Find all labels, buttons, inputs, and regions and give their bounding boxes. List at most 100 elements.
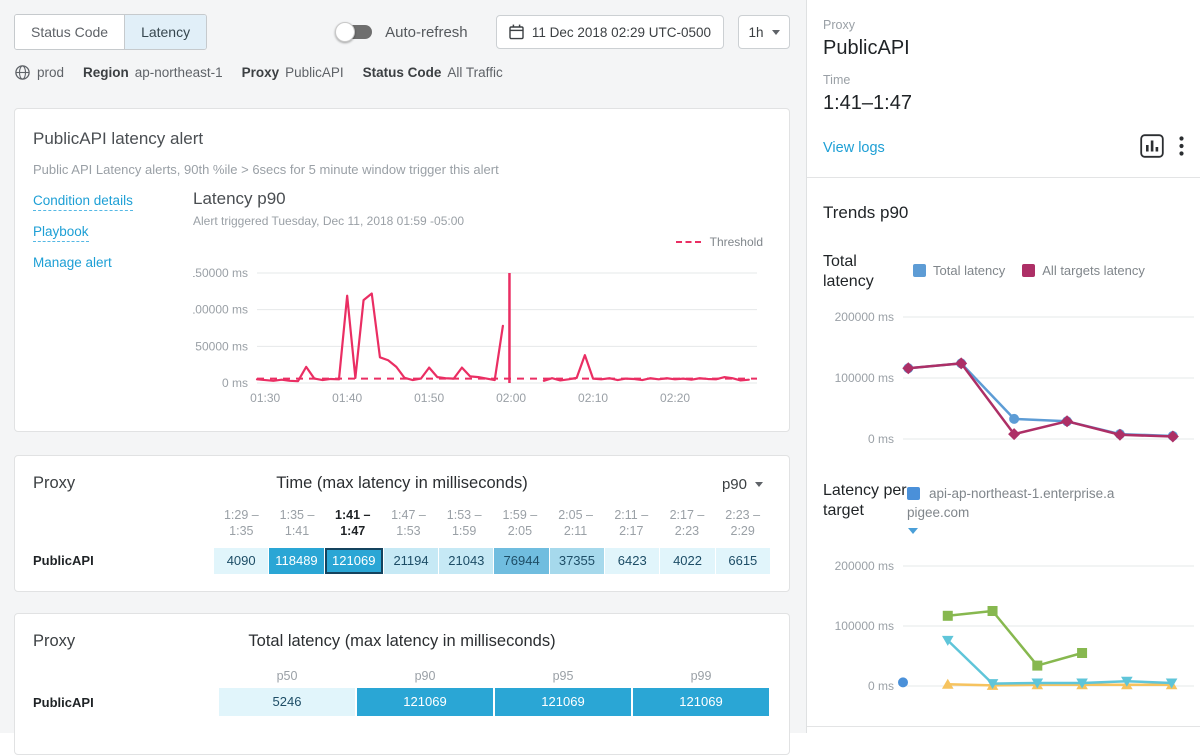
chart-view-button[interactable] <box>1140 134 1164 158</box>
breadcrumb-region-label: Region <box>83 65 129 80</box>
target-dropdown-caret[interactable] <box>908 528 918 534</box>
total-table-proxy-header: Proxy <box>33 632 76 650</box>
alert-description: Public API Latency alerts, 90th %ile > 6… <box>33 162 499 177</box>
svg-text:50000 ms: 50000 ms <box>195 339 248 353</box>
latency-heat-cell[interactable]: 37355 <box>549 548 605 574</box>
svg-text:200000 ms: 200000 ms <box>835 559 894 573</box>
time-table-title: Time (max latency in milliseconds) <box>276 474 528 492</box>
toggle-knob-icon <box>335 22 356 42</box>
time-column-header[interactable]: 1:29 –1:35 <box>223 508 259 538</box>
legend-label: Total latency <box>933 263 1006 278</box>
legend-swatch-blue-icon <box>913 264 926 277</box>
time-column-header[interactable]: 2:23 –2:29 <box>725 508 761 538</box>
manage-alert-link[interactable]: Manage alert <box>33 255 112 270</box>
chevron-down-icon <box>771 29 780 35</box>
svg-text:02:10: 02:10 <box>578 391 608 405</box>
legend-label: All targets latency <box>1042 263 1145 278</box>
playbook-link[interactable]: Playbook <box>33 224 89 242</box>
more-options-button[interactable] <box>1179 136 1184 156</box>
svg-text:0 ms: 0 ms <box>222 376 248 390</box>
breadcrumb-statuscode-label: Status Code <box>362 65 442 80</box>
time-range-value: 1h <box>748 24 764 40</box>
percentile-selector[interactable]: p90 <box>722 476 763 493</box>
sidebar-divider <box>807 177 1200 178</box>
svg-text:02:00: 02:00 <box>496 391 526 405</box>
main-column: Status Code Latency Auto-refresh 11 Dec … <box>0 0 806 755</box>
auto-refresh-toggle[interactable]: Auto-refresh <box>335 22 468 42</box>
time-column-header[interactable]: 2:11 –2:17 <box>614 508 649 538</box>
time-column-header[interactable]: 2:05 –2:11 <box>558 508 593 538</box>
toolbar: Status Code Latency Auto-refresh 11 Dec … <box>14 13 790 51</box>
breadcrumb-statuscode-value: All Traffic <box>447 65 503 80</box>
breadcrumb-environment: prod <box>37 65 65 80</box>
sidebar-proxy-label: Proxy <box>823 18 855 32</box>
time-table-panel: Proxy Time (max latency in milliseconds)… <box>14 455 790 592</box>
svg-text:100000 ms: 100000 ms <box>193 303 248 317</box>
target-legend: api-ap-northeast-1.enterprise.apigee.com <box>907 484 1121 522</box>
toggle-track-icon <box>335 22 373 42</box>
time-column-header[interactable]: 1:35 –1:41 <box>279 508 315 538</box>
time-column-header[interactable]: 1:41 –1:47 <box>335 508 371 538</box>
tab-latency[interactable]: Latency <box>124 15 207 49</box>
percentile-column-header: p99 <box>690 669 712 683</box>
latency-heat-cell[interactable]: 6615 <box>715 548 770 574</box>
time-column-header[interactable]: 1:53 –1:59 <box>446 508 482 538</box>
latency-heat-cell[interactable]: 4022 <box>660 548 715 574</box>
total-latency-section-label: Total latency <box>823 253 874 290</box>
time-column-header[interactable]: 1:47 –1:53 <box>391 508 426 538</box>
threshold-dash-icon <box>675 241 701 243</box>
total-table-title: Total latency (max latency in millisecon… <box>248 632 556 650</box>
detail-sidebar: Proxy PublicAPI Time 1:41–1:47 View logs <box>806 0 1200 733</box>
time-range-selector[interactable]: 1h <box>738 15 790 49</box>
threshold-label: Threshold <box>709 235 763 249</box>
latency-heat-cell[interactable]: 76944 <box>494 548 549 574</box>
sidebar-time-label: Time <box>823 73 851 87</box>
trends-title: Trends p90 <box>823 203 909 222</box>
latency-heat-cell[interactable]: 121069 <box>324 548 383 574</box>
bar-chart-icon <box>1140 134 1164 158</box>
sidebar-time-value: 1:41–1:47 <box>823 92 912 114</box>
svg-text:01:50: 01:50 <box>414 391 444 405</box>
total-latency-cell: 5246 <box>219 688 355 716</box>
percentile-column-header: p50 <box>276 669 298 683</box>
total-latency-cell: 121069 <box>633 688 769 716</box>
time-column-header[interactable]: 1:59 –2:05 <box>502 508 538 538</box>
legend-item: Total latency <box>913 263 1005 278</box>
latency-per-target-chart: 0 ms 100000 ms 200000 ms <box>835 559 1194 693</box>
latency-heat-cell[interactable]: 21043 <box>439 548 494 574</box>
threshold-legend: Threshold <box>675 235 763 249</box>
total-table-row-label: PublicAPI <box>33 695 94 710</box>
legend-swatch-magenta-icon <box>1022 264 1036 277</box>
alert-latency-chart: 0 ms 50000 ms 100000 ms 150000 ms 01:30 01:40… <box>193 266 757 405</box>
svg-text:0 ms: 0 ms <box>868 679 894 693</box>
view-tabs: Status Code Latency <box>14 14 208 50</box>
latency-heat-cell[interactable]: 118489 <box>269 548 324 574</box>
tab-status-code[interactable]: Status Code <box>15 15 125 49</box>
breadcrumb-region-value: ap-northeast-1 <box>134 65 223 80</box>
datetime-value: 11 Dec 2018 02:29 UTC-0500 <box>531 24 711 40</box>
alert-chart-title: Latency p90 <box>193 189 286 208</box>
svg-text:100000 ms: 100000 ms <box>835 371 894 385</box>
condition-details-link[interactable]: Condition details <box>33 193 133 211</box>
svg-text:01:40: 01:40 <box>332 391 362 405</box>
sidebar-actions <box>1140 134 1184 158</box>
latency-per-target-section-label: Latency per target <box>823 482 907 519</box>
breadcrumb-proxy-value: PublicAPI <box>285 65 344 80</box>
time-table-cells: 4090 118489 121069 21194 21043 76944 37355 6423… <box>214 548 770 574</box>
svg-text:200000 ms: 200000 ms <box>835 310 894 324</box>
latency-heat-cell[interactable]: 21194 <box>383 548 439 574</box>
alert-title: PublicAPI latency alert <box>33 129 204 148</box>
percentile-column-header: p90 <box>414 669 436 683</box>
breadcrumb-proxy-label: Proxy <box>241 65 280 80</box>
latency-heat-cell[interactable]: 4090 <box>214 548 269 574</box>
total-table-panel: Proxy Total latency (max latency in mill… <box>14 613 790 755</box>
view-logs-link[interactable]: View logs <box>823 140 885 156</box>
time-table-proxy-header: Proxy <box>33 474 76 492</box>
kebab-menu-icon <box>1179 136 1184 156</box>
time-column-header[interactable]: 2:17 –2:23 <box>669 508 705 538</box>
latency-heat-cell[interactable]: 6423 <box>605 548 660 574</box>
datetime-picker[interactable]: 11 Dec 2018 02:29 UTC-0500 <box>495 15 724 49</box>
breadcrumb: prod Region ap-northeast-1 Proxy PublicA… <box>15 65 503 80</box>
legend-item: All targets latency <box>1022 263 1145 278</box>
